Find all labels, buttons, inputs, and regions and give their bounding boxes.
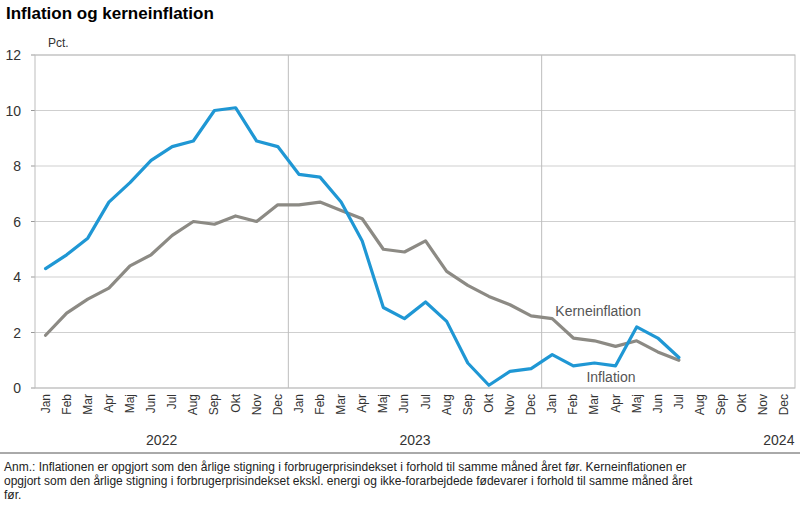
x-tick-label: Jan bbox=[39, 394, 53, 413]
series-group bbox=[46, 108, 679, 386]
y-tick bbox=[31, 277, 35, 278]
y-tick-label: 12 bbox=[5, 47, 21, 63]
x-tick-label: Jan bbox=[292, 394, 306, 413]
note: Anm.: Inflationen er opgjort som den årl… bbox=[4, 460, 686, 474]
group-separator bbox=[541, 55, 542, 388]
y-tick-label: 0 bbox=[13, 380, 21, 396]
x-tick-label: Okt bbox=[735, 393, 749, 412]
x-tick-label: Nov bbox=[503, 394, 517, 415]
separator-rule bbox=[0, 453, 800, 454]
y-axis-label: Pct. bbox=[48, 36, 69, 50]
y-tick bbox=[31, 388, 35, 389]
grid-line bbox=[35, 332, 795, 333]
x-tick-label: Jun bbox=[397, 394, 411, 413]
plot-frame bbox=[35, 55, 795, 388]
y-tick-label: 6 bbox=[13, 214, 21, 230]
x-tick-label: Dec bbox=[777, 394, 791, 415]
x-tick-label: Mar bbox=[81, 394, 95, 415]
x-tick-label: Jul bbox=[672, 394, 686, 409]
year-label: 2023 bbox=[399, 432, 430, 448]
y-tick-label: 2 bbox=[13, 325, 21, 341]
x-tick-label: Apr bbox=[355, 394, 369, 413]
x-tick-label: Aug bbox=[186, 394, 200, 415]
x-tick-label: Jun bbox=[651, 394, 665, 413]
x-tick-label: Maj bbox=[376, 394, 390, 413]
grid-line bbox=[35, 110, 795, 111]
x-tick-label: Jun bbox=[144, 394, 158, 413]
x-tick-label: Sep bbox=[207, 394, 221, 416]
series-label: Inflation bbox=[586, 369, 635, 385]
series-line bbox=[46, 202, 679, 360]
x-tick-label: Maj bbox=[123, 394, 137, 413]
note: før. bbox=[4, 488, 21, 502]
x-tick-label: Feb bbox=[566, 394, 580, 415]
x-tick-label: Jul bbox=[165, 394, 179, 409]
y-tick bbox=[31, 166, 35, 167]
x-tick-label: Aug bbox=[440, 394, 454, 415]
x-tick-label: Nov bbox=[756, 394, 770, 415]
x-tick-label: Feb bbox=[313, 394, 327, 415]
x-tick-label: Maj bbox=[630, 394, 644, 413]
year-label: 2022 bbox=[146, 432, 177, 448]
chart: Inflation og kerneinflation Pct. 0 2 4 6 8 10 12… bbox=[0, 0, 800, 507]
x-tick-label: Aug bbox=[693, 394, 707, 415]
y-tick-label: 4 bbox=[13, 269, 21, 285]
grid-line bbox=[35, 166, 795, 167]
title: Inflation og kerneinflation bbox=[6, 4, 214, 23]
note: opgjort som den årlige stigning i forbru… bbox=[4, 474, 693, 488]
x-tick-label: Mar bbox=[587, 394, 601, 415]
x-tick-label: Dec bbox=[524, 394, 538, 415]
x-tick-label: Mar bbox=[334, 394, 348, 415]
y-tick-label: 8 bbox=[13, 158, 21, 174]
y-tick bbox=[31, 110, 35, 111]
x-tick-label: Dec bbox=[271, 394, 285, 415]
y-tick-label: 10 bbox=[5, 103, 21, 119]
x-tick-label: Apr bbox=[102, 394, 116, 413]
x-tick-label: Feb bbox=[60, 394, 74, 415]
x-tick-label: Okt bbox=[229, 393, 243, 412]
grid-line bbox=[35, 221, 795, 222]
y-tick bbox=[31, 221, 35, 222]
x-tick-label: Nov bbox=[250, 394, 264, 415]
x-tick-label: Sep bbox=[714, 394, 728, 416]
year-label: 2024 bbox=[763, 432, 794, 448]
grid-line bbox=[35, 277, 795, 278]
group-separator bbox=[288, 55, 289, 388]
x-tick-label: Okt bbox=[482, 393, 496, 412]
y-tick bbox=[31, 55, 35, 56]
x-tick-label: Jul bbox=[419, 394, 433, 409]
x-tick-label: Apr bbox=[609, 394, 623, 413]
series-label: Kerneinflation bbox=[555, 303, 641, 319]
x-tick-label: Sep bbox=[461, 394, 475, 416]
x-tick-label: Jan bbox=[545, 394, 559, 413]
y-tick bbox=[31, 332, 35, 333]
series-line bbox=[46, 108, 679, 386]
